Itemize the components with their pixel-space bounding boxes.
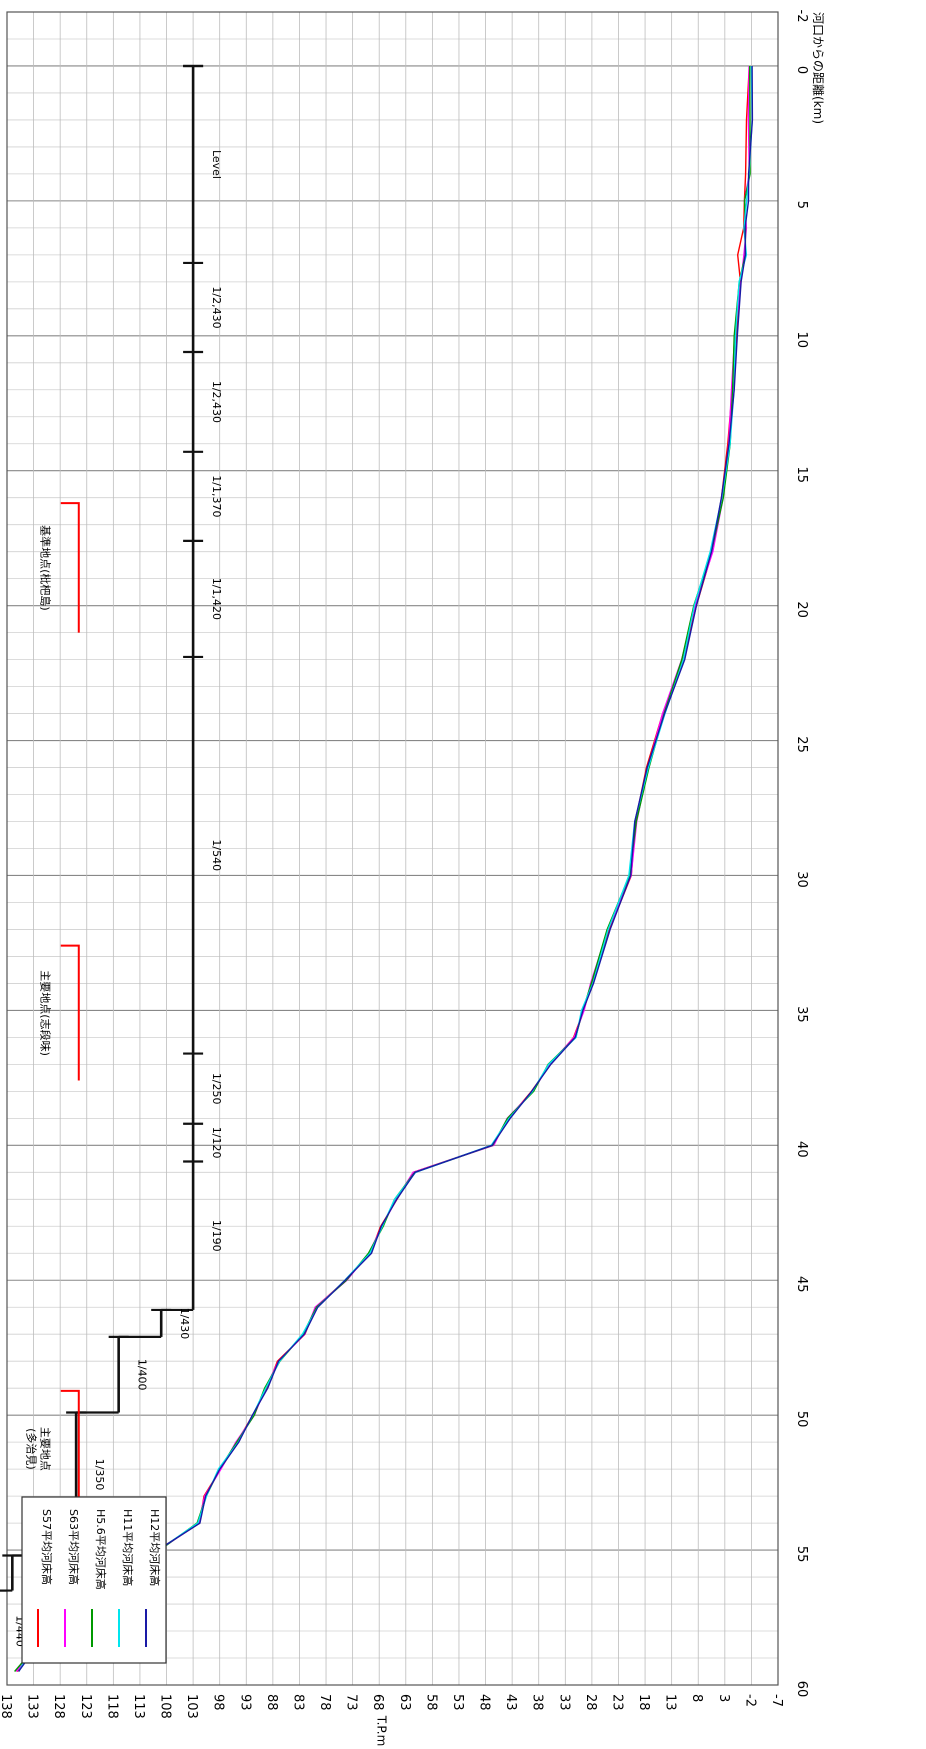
y-tick-label: -2 — [742, 1694, 757, 1707]
x-tick-label: 35 — [794, 1006, 809, 1023]
y-tick-label: 3 — [716, 1694, 731, 1702]
y-tick-label: 63 — [397, 1694, 412, 1711]
key-point-bracket — [60, 944, 80, 1081]
slope-label: 1/400 — [136, 1359, 149, 1391]
x-tick-label: 55 — [794, 1546, 809, 1563]
slope-label: 1/120 — [210, 1127, 223, 1159]
x-tick-label: 60 — [794, 1681, 809, 1698]
key-point-label: 主要地点 — [39, 1427, 52, 1471]
y-tick-label: 78 — [317, 1694, 332, 1711]
slope-label: 1/1,420 — [210, 578, 223, 620]
key-point-markers: 基準地点(枇杷島) 主要地点(志段味) 主要地点(多治見) — [25, 502, 80, 1507]
y-tick-label: 73 — [344, 1694, 359, 1711]
y-tick-label: 98 — [211, 1694, 226, 1711]
y-tick-label: 138 — [0, 1694, 13, 1719]
axis-labels: 河口からの距離(km) T.P.m — [375, 12, 826, 1746]
key-point-bracket — [60, 1389, 80, 1507]
key-point-label: 主要地点(志段味) — [39, 970, 53, 1056]
slope-label: 1/540 — [210, 839, 223, 871]
plot-frame — [6, 11, 779, 1686]
x-axis-label: 河口からの距離(km) — [811, 12, 825, 124]
y-tick-label: 93 — [237, 1694, 252, 1711]
slope-label: 1/1,370 — [210, 475, 223, 517]
key-point-label: (多治見) — [25, 1428, 39, 1470]
y-tick-label: 118 — [104, 1694, 119, 1719]
y-tick-label: 108 — [158, 1694, 173, 1719]
y-tick-label: 58 — [423, 1694, 438, 1711]
x-tick-label: 40 — [794, 1141, 809, 1158]
y-tick-label: 113 — [131, 1694, 146, 1719]
slope-label: 1/190 — [210, 1220, 223, 1252]
y-tick-label: 38 — [530, 1694, 545, 1711]
slope-label: 1/350 — [93, 1459, 106, 1491]
y-tick-label: 8 — [689, 1694, 704, 1702]
key-point-bracket — [60, 502, 80, 633]
series-line-5 — [18, 65, 754, 1672]
x-tick-label: -2 — [794, 10, 809, 23]
key-point-label: 基準地点(枇杷島) — [39, 525, 53, 611]
series-lines — [14, 65, 754, 1672]
grid — [6, 11, 779, 1686]
legend-box — [21, 1496, 167, 1664]
legend-label: S57平均河床高 — [40, 1509, 54, 1585]
legend-label: S63平均河床高 — [67, 1509, 81, 1585]
x-tick-label: 5 — [794, 201, 809, 209]
x-tick-label: 50 — [794, 1411, 809, 1428]
y-tick-label: 53 — [450, 1694, 465, 1711]
legend-label: H5.6平均河床高 — [94, 1509, 108, 1590]
y-tick-label: 43 — [503, 1694, 518, 1711]
y-tick-label: 128 — [51, 1694, 66, 1719]
x-tick-label: 45 — [794, 1276, 809, 1293]
x-tick-label: 20 — [794, 601, 809, 618]
x-tick-label: 15 — [794, 466, 809, 483]
x-tick-label: 25 — [794, 736, 809, 753]
slope-label: 1/2,430 — [210, 286, 223, 328]
y-tick-label: 48 — [477, 1694, 492, 1711]
x-tick-label: 30 — [794, 871, 809, 888]
x-tick-label: 10 — [794, 332, 809, 349]
y-tick-label: -7 — [769, 1694, 784, 1707]
y-tick-label: 18 — [636, 1694, 651, 1711]
y-tick-label: 83 — [290, 1694, 305, 1711]
y-tick-label: 23 — [609, 1694, 624, 1711]
slope-label: 1/250 — [210, 1073, 223, 1105]
legend: S57平均河床高 S63平均河床高 H5.6平均河床高 H11平均河床高 H12平均河床… — [21, 1496, 167, 1664]
y-tick-label: 28 — [583, 1694, 598, 1711]
slope-label: 1/430 — [178, 1308, 191, 1340]
y-tick-label: 13 — [663, 1694, 678, 1711]
legend-label: H12平均河床高 — [148, 1509, 162, 1586]
legend-label: H11平均河床高 — [121, 1509, 135, 1586]
y-axis-label: T.P.m — [375, 1715, 389, 1747]
y-tick-label: 68 — [370, 1694, 385, 1711]
y-tick-label: 123 — [78, 1694, 93, 1719]
y-tick-label: 103 — [184, 1694, 199, 1719]
slope-label: Level — [210, 150, 223, 179]
y-tick-label: 88 — [264, 1694, 279, 1711]
slope-label: 1/2,430 — [210, 381, 223, 423]
y-tick-label: 33 — [556, 1694, 571, 1711]
x-tick-label: 0 — [794, 66, 809, 74]
y-tick-label: 133 — [25, 1694, 40, 1719]
